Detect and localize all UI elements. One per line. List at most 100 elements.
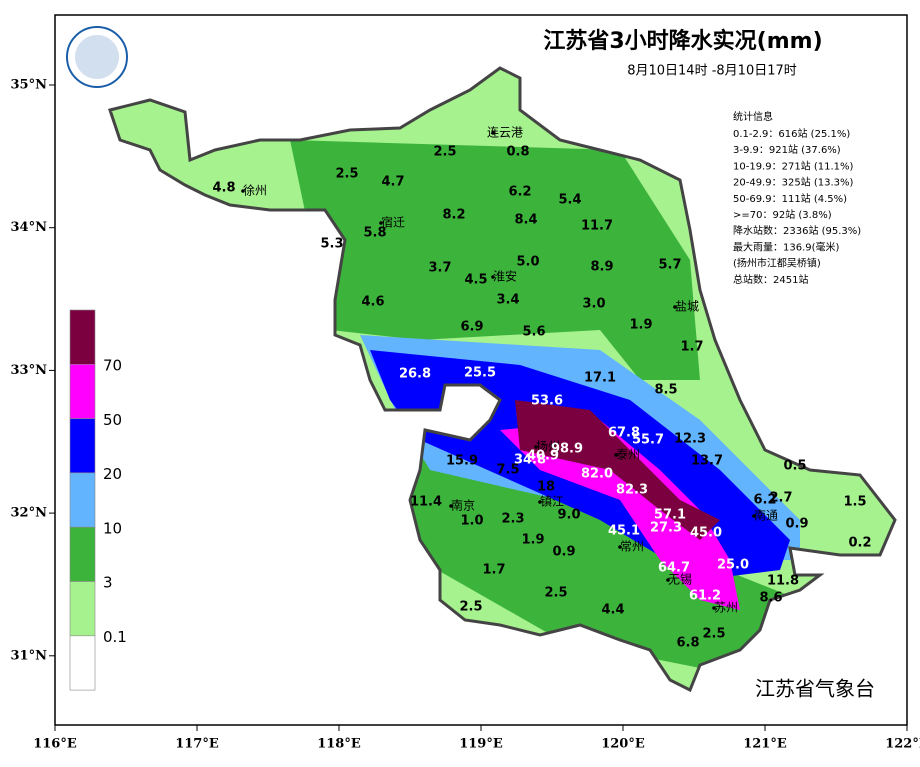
station-value: 1.0 <box>460 514 483 529</box>
station-value: 5.7 <box>658 258 681 273</box>
station-value: 2.5 <box>433 145 456 160</box>
station-value: 2.3 <box>501 512 524 527</box>
city-dot <box>491 275 495 279</box>
city-dot <box>666 578 670 582</box>
city-name: 南京 <box>451 498 475 513</box>
y-tick-label: 33°N <box>11 363 48 378</box>
station-value: 4.7 <box>381 175 404 190</box>
x-tick-label: 122°E <box>885 737 920 752</box>
stats-line: (扬州市江都吴桥镇) <box>733 257 821 270</box>
city-name: 镇江 <box>540 495 564 509</box>
station-value: 4.6 <box>361 295 384 310</box>
station-value: 11.4 <box>410 495 442 510</box>
logo <box>66 26 128 88</box>
stats-title: 统计信息 <box>733 110 773 123</box>
station-value: 67.8 <box>608 426 640 441</box>
station-value: 3.7 <box>428 261 451 276</box>
station-value: 53.6 <box>531 394 563 409</box>
city-dot <box>379 221 383 225</box>
station-value: 13.7 <box>691 454 723 469</box>
station-value: 1.5 <box>843 495 866 510</box>
station-value: 4.5 <box>464 273 487 288</box>
legend-label: 3 <box>103 574 113 592</box>
city-name: 苏州 <box>714 601 738 615</box>
city-name: 南通 <box>754 508 778 523</box>
stats-line: 50-69.9：111站 (4.5%) <box>733 192 847 205</box>
logo-inner <box>75 35 119 79</box>
station-value: 45.0 <box>690 526 722 541</box>
city-dot <box>241 189 245 193</box>
stats-line: 总站数：2451站 <box>733 273 808 286</box>
legend-label: 70 <box>103 357 122 375</box>
station-value: 11.7 <box>581 219 613 234</box>
stats-line: 降水站数：2336站 (95.3%) <box>733 224 861 237</box>
x-tick-label: 117°E <box>175 737 219 752</box>
legend-label: 20 <box>103 465 122 483</box>
legend-box <box>69 363 96 419</box>
station-value: 2.5 <box>335 167 358 182</box>
city-name: 宿迁 <box>381 215 405 230</box>
legend-label: 0.1 <box>103 628 127 646</box>
station-value: 45.1 <box>608 524 640 539</box>
station-value: 6.8 <box>676 636 699 651</box>
station-value: 40.9 <box>527 449 559 464</box>
station-value: 3.4 <box>496 293 519 308</box>
station-value: 9.0 <box>557 508 580 523</box>
city-name: 泰州 <box>616 448 640 462</box>
station-value: 25.5 <box>464 366 496 381</box>
station-value: 7.5 <box>496 463 519 478</box>
stats-line: 最大雨量：136.9(毫米) <box>733 240 840 253</box>
x-tick-label: 121°E <box>743 737 787 752</box>
city-dot <box>538 500 542 504</box>
station-value: 0.9 <box>552 545 575 560</box>
y-tick-label: 32°N <box>11 506 48 521</box>
station-value: 1.9 <box>521 533 544 548</box>
city-dot <box>618 545 622 549</box>
station-value: 6.2 <box>753 493 776 508</box>
city-dot <box>614 453 618 457</box>
city-name: 扬州 <box>536 439 560 454</box>
station-value: 57.1 <box>654 508 686 523</box>
legend-box <box>69 472 96 528</box>
station-value: 34.8 <box>514 453 546 468</box>
stats-line: 20-49.9：325站 (13.3%) <box>733 176 854 189</box>
city-dot <box>712 606 716 610</box>
station-value: 5.3 <box>320 237 343 252</box>
station-value: 4.4 <box>601 603 624 618</box>
station-value: 1.9 <box>629 318 652 333</box>
city-name: 常州 <box>620 540 644 554</box>
stats-line: 0.1-2.9：616站 (25.1%) <box>733 127 850 140</box>
x-tick-label: 116°E <box>33 737 77 752</box>
station-value: 6.9 <box>460 320 483 335</box>
station-value: 12.3 <box>674 432 706 447</box>
station-value: 55.7 <box>632 433 664 448</box>
station-value: 5.8 <box>363 226 386 241</box>
station-value: 8.9 <box>590 260 613 275</box>
city-name: 连云港 <box>487 125 523 140</box>
city-name: 盐城 <box>675 300 699 314</box>
subtitle: 8月10日14时 -8月10日17时 <box>627 64 797 79</box>
city-dot <box>673 305 677 309</box>
city-dot <box>752 514 756 518</box>
station-value: 98.9 <box>551 442 583 457</box>
stats-line: >=70：92站 (3.8%) <box>733 208 832 221</box>
station-value: 8.4 <box>514 213 537 228</box>
y-tick-label: 31°N <box>11 648 48 663</box>
station-value: 82.3 <box>616 483 648 498</box>
station-value: 8.5 <box>654 383 677 398</box>
station-value: 2.5 <box>459 600 482 615</box>
title: 江苏省3小时降水实况(mm) <box>543 28 822 54</box>
station-value: 3.0 <box>582 297 605 312</box>
station-value: 11.8 <box>767 574 799 589</box>
station-value: 5.6 <box>522 325 545 340</box>
city-name: 无锡 <box>668 572 692 587</box>
x-tick-label: 119°E <box>459 737 503 752</box>
station-value: 17.1 <box>584 371 616 386</box>
stats-line: 3-9.9：921站 (37.6%) <box>733 143 841 156</box>
station-value: 8.6 <box>759 591 782 606</box>
station-value: 5.4 <box>558 193 581 208</box>
station-value: 82.0 <box>581 467 613 482</box>
city-dot <box>491 131 495 135</box>
station-value: 26.8 <box>399 367 431 382</box>
